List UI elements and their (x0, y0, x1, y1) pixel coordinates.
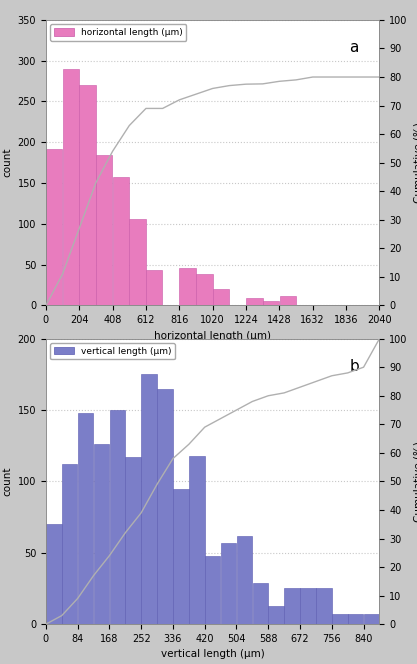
Y-axis label: count: count (2, 148, 12, 177)
Bar (46, 149, 63, 305)
Bar (221, 542, 236, 624)
Text: a: a (349, 40, 359, 55)
Legend: vertical length (μm): vertical length (μm) (50, 343, 175, 359)
Bar (46, 525, 62, 624)
Bar (63, 69, 79, 305)
Bar (284, 588, 300, 624)
Bar (316, 588, 332, 624)
Legend: horizontal length (μm): horizontal length (μm) (50, 25, 186, 41)
Y-axis label: Cumulative (%): Cumulative (%) (413, 441, 417, 522)
Bar (78, 413, 93, 624)
Bar (110, 410, 125, 624)
Bar (173, 489, 188, 624)
X-axis label: horizontal length (μm): horizontal length (μm) (154, 331, 271, 341)
Bar (237, 536, 252, 624)
Bar (146, 270, 163, 305)
Bar (213, 289, 229, 305)
Bar (179, 268, 196, 305)
Bar (113, 177, 129, 305)
Bar (300, 588, 316, 624)
Bar (246, 298, 263, 305)
Bar (126, 457, 141, 624)
Bar (129, 219, 146, 305)
Bar (332, 614, 347, 624)
Bar (253, 583, 268, 624)
Y-axis label: count: count (2, 467, 12, 496)
Bar (263, 301, 279, 305)
Bar (96, 155, 113, 305)
Bar (269, 606, 284, 624)
Bar (196, 274, 213, 305)
Bar (79, 85, 96, 305)
Bar (205, 556, 221, 624)
Bar (348, 614, 364, 624)
Bar (364, 614, 379, 624)
X-axis label: vertical length (μm): vertical length (μm) (161, 649, 264, 659)
Bar (279, 295, 296, 305)
Text: b: b (349, 359, 359, 374)
Bar (157, 388, 173, 624)
Bar (94, 444, 109, 624)
Y-axis label: Cumulative (%): Cumulative (%) (413, 122, 417, 203)
Bar (141, 374, 157, 624)
Bar (62, 464, 78, 624)
Bar (189, 456, 205, 624)
